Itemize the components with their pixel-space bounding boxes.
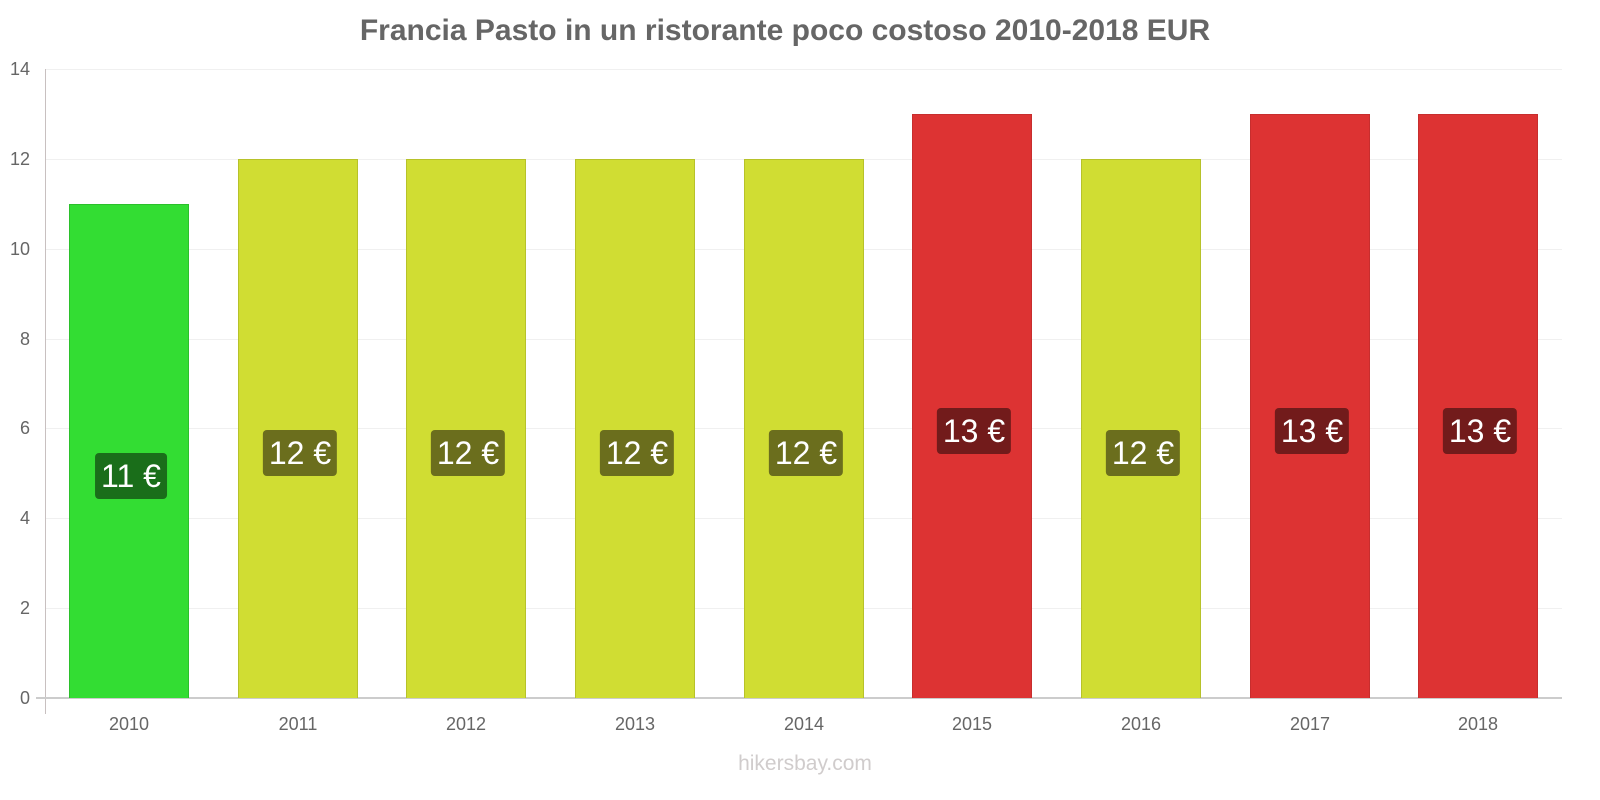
y-tick-label: 4 (19, 508, 30, 528)
bar-2012[interactable] (406, 159, 526, 698)
bar-2017[interactable] (1250, 114, 1370, 698)
x-tick-label: 2016 (1120, 714, 1162, 734)
data-label-2012: 12 € (430, 430, 506, 476)
data-label-2013: 12 € (599, 430, 675, 476)
x-tick-label: 2017 (1289, 714, 1331, 734)
y-tick-label: 6 (19, 418, 30, 438)
x-axis-line (36, 697, 1562, 699)
x-tick-label: 2010 (108, 714, 150, 734)
y-tick-label: 8 (19, 329, 30, 349)
y-axis-line (45, 69, 46, 714)
bar-2010[interactable] (69, 204, 189, 698)
x-tick-label: 2012 (445, 714, 487, 734)
data-label-2010: 11 € (95, 453, 167, 499)
x-tick-label: 2018 (1457, 714, 1499, 734)
bar-2014[interactable] (744, 159, 864, 698)
x-tick-label: 2011 (278, 714, 318, 734)
bar-2015[interactable] (912, 114, 1032, 698)
x-tick-label: 2015 (951, 714, 993, 734)
y-tick-label: 10 (9, 239, 30, 259)
data-label-2016: 12 € (1105, 430, 1181, 476)
gridline (46, 69, 1562, 70)
y-tick-label: 0 (19, 688, 30, 708)
x-tick-label: 2013 (614, 714, 656, 734)
data-label-2017: 13 € (1274, 408, 1350, 454)
bar-2018[interactable] (1418, 114, 1538, 698)
watermark: hikersbay.com (738, 752, 872, 775)
y-tick-label: 14 (9, 59, 30, 79)
y-tick-label: 12 (9, 149, 30, 169)
data-label-2018: 13 € (1442, 408, 1518, 454)
data-label-2015: 13 € (936, 408, 1012, 454)
bar-2011[interactable] (238, 159, 358, 698)
chart-title: Francia Pasto in un ristorante poco cost… (359, 14, 1211, 47)
bar-2013[interactable] (575, 159, 695, 698)
bar-2016[interactable] (1081, 159, 1201, 698)
data-label-2011: 12 € (262, 430, 338, 476)
data-label-2014: 12 € (768, 430, 844, 476)
x-tick-label: 2014 (783, 714, 825, 734)
y-tick-label: 2 (19, 598, 30, 618)
